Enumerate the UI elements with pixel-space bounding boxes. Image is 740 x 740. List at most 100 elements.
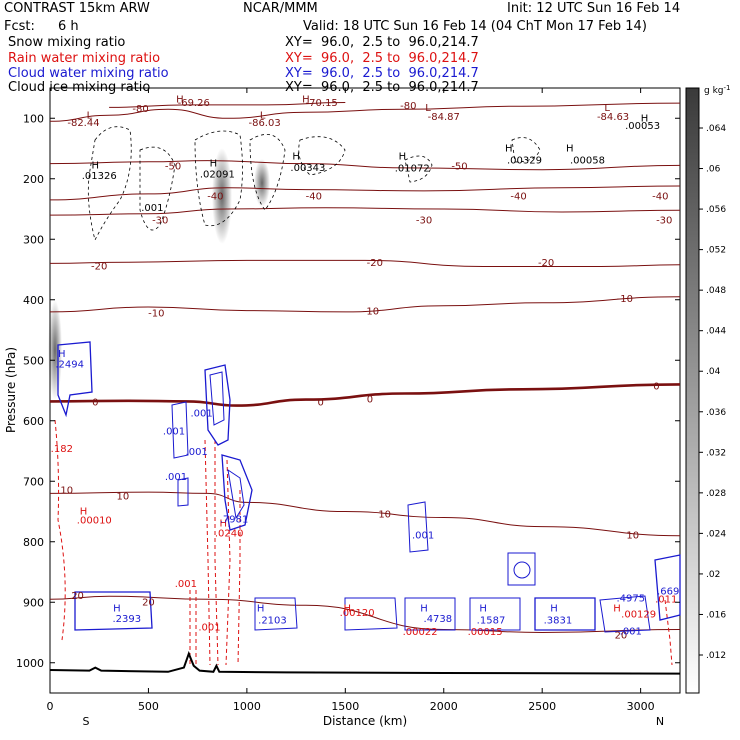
contour-value-label: 20	[71, 591, 84, 602]
init-time: Init: 12 UTC Sun 16 Feb 14	[507, 1, 681, 16]
y-tick-label: 100	[23, 112, 44, 125]
extremum-marker: H	[550, 603, 558, 614]
contour-value-label: .02091	[200, 170, 235, 181]
colorbar-tick-label: .016	[706, 610, 726, 620]
contour-value-label: -40	[652, 191, 668, 202]
extremum-marker: H	[399, 151, 407, 162]
field-label-rain: Rain water mixing ratio	[8, 51, 161, 66]
colorbar-tick-label: .06	[706, 165, 721, 175]
snow-shading-cell	[212, 148, 232, 244]
extremum-marker: H	[420, 603, 428, 614]
cloud-water-contour	[513, 561, 531, 579]
x-tick-label: 2000	[430, 700, 458, 713]
terrain-line	[49, 650, 681, 675]
contour-value-label: -30	[152, 216, 168, 227]
contour-value-label: 20	[615, 631, 628, 642]
rain-contour	[237, 490, 241, 666]
cloud-water-contour	[254, 597, 298, 631]
colorbar-unit: g kg-1	[704, 84, 730, 96]
contour-value-label: -10	[148, 309, 164, 320]
contour-value-label: -80	[132, 104, 148, 115]
x-tick-label: 0	[47, 700, 54, 713]
cloud-water-contour	[57, 341, 93, 418]
contour-value-label: .00015	[468, 627, 503, 638]
extremum-marker: H	[479, 603, 487, 614]
extremum-marker: H	[210, 159, 218, 170]
field-xy-snow: XY= 96.0, 2.5 to 96.0,214.7	[285, 35, 479, 50]
field-xy-rain: XY= 96.0, 2.5 to 96.0,214.7	[285, 51, 479, 66]
extremum-marker: H	[176, 95, 184, 106]
chart-labels: L H H L L L H H H H H H H H H H H H H H H H H -80 -80 -69.26 -70.1…	[51, 95, 680, 642]
plot-frame	[49, 87, 681, 694]
colorbar-tick-label: .028	[706, 489, 726, 499]
y-tick-label: 700	[23, 475, 44, 488]
contour-value-label: -70.15	[306, 98, 338, 109]
extremum-marker: H	[292, 151, 300, 162]
x-end-label-right: N	[656, 715, 664, 728]
contour-value-label: 0	[367, 395, 373, 406]
axes: 0 500 1000 1500 2000 2500 30001002003004005006…	[16, 88, 680, 713]
cloud-water-contour	[177, 477, 189, 507]
contour-value-label: .4975	[616, 594, 645, 605]
extremum-marker: H	[219, 519, 227, 530]
cloud-water-contour	[74, 591, 153, 631]
contour-value-label: .001	[198, 623, 220, 634]
contour-value-label: .001	[163, 427, 185, 438]
rain-contour	[225, 459, 231, 666]
colorbar-tick-label: .064	[706, 124, 726, 134]
colorbar-tick-label: .052	[706, 246, 726, 256]
contour-value-label: -10	[617, 294, 633, 305]
extremum-marker: H	[505, 144, 513, 155]
contour-value-label: .3831	[544, 615, 573, 626]
colorbar-tick-label: .012	[706, 651, 726, 661]
temperature-contour	[49, 259, 681, 267]
contour-value-label: .7981	[220, 514, 249, 525]
forecast-value: 6 h	[58, 19, 79, 34]
extremum-marker: H	[80, 507, 88, 518]
snow-contour	[404, 155, 433, 183]
cloud-water-contour	[404, 597, 456, 631]
temperature-contour	[49, 207, 681, 216]
field-xy-cloud-water: XY= 96.0, 2.5 to 96.0,214.7	[285, 66, 479, 81]
snow-contour	[87, 126, 132, 242]
extremum-marker: H	[113, 603, 121, 614]
contour-value-label: .0240	[215, 528, 244, 539]
contour-value-label: .182	[51, 444, 73, 455]
field-label-cloud-water: Cloud water mixing ratio	[8, 66, 169, 81]
contour-value-label: 10	[60, 485, 73, 496]
contour-value-label: -84.63	[597, 112, 629, 123]
snow-contours	[87, 126, 541, 242]
cloud-water-contour	[469, 597, 521, 631]
contour-value-label: .001	[620, 626, 642, 637]
y-tick-label: 1000	[16, 657, 44, 670]
y-tick-label: 400	[23, 294, 44, 307]
contour-value-label: 0	[653, 381, 659, 392]
cloud-water-contours	[57, 341, 681, 633]
rain-contour	[214, 440, 219, 666]
y-axis-title: Pressure (hPa)	[4, 347, 18, 433]
temperature-contour	[49, 595, 681, 634]
contour-value-label: -80	[400, 101, 416, 112]
contour-value-label: .001	[175, 579, 197, 590]
cloud-water-contour	[507, 552, 536, 586]
contour-value-label: -50	[451, 162, 467, 173]
cloud-water-contour	[599, 595, 651, 633]
extremum-marker: H	[641, 113, 649, 124]
cloud-water-contour	[221, 454, 253, 531]
contour-value-label: -30	[416, 216, 432, 227]
forecast-label: Fcst:	[4, 19, 35, 34]
x-end-label-left: S	[83, 715, 90, 728]
cloud-water-contour	[227, 468, 245, 520]
contour-value-label: 10	[116, 491, 129, 502]
contour-value-label: -20	[538, 258, 554, 269]
temperature-contour	[49, 160, 681, 171]
temperature-contour	[49, 383, 681, 407]
snow-contour	[139, 146, 176, 231]
extremum-marker: H	[566, 144, 574, 155]
cloud-water-contour	[344, 597, 398, 631]
contour-value-label: .011	[655, 594, 677, 605]
x-tick-label: 1000	[233, 700, 261, 713]
snow-contour	[298, 136, 346, 176]
contour-value-label: -10	[363, 306, 379, 317]
